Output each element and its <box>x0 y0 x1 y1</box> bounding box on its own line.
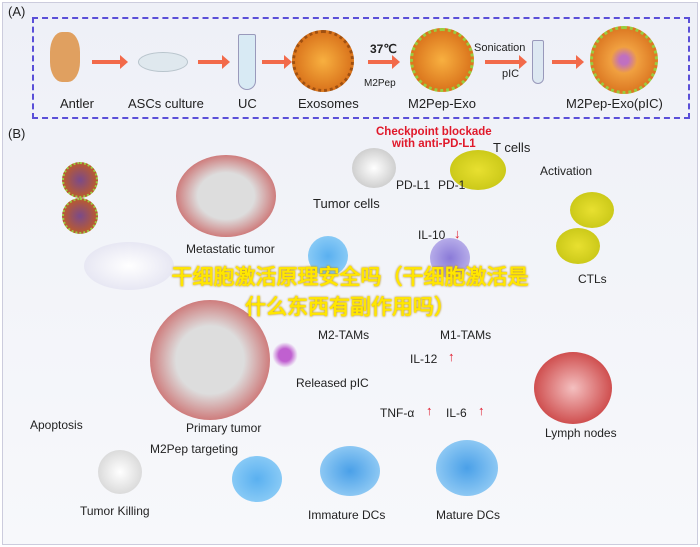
metastatic-tumor-icon <box>176 155 276 237</box>
anti-pdl1-label: with anti-PD-L1 <box>392 138 476 150</box>
ctl-icon <box>556 228 600 264</box>
sonication-label: Sonication <box>474 42 526 54</box>
tumor-cells-label: Tumor cells <box>313 196 380 211</box>
arrow-icon <box>368 55 400 69</box>
mature-dc-icon <box>436 440 498 496</box>
mouse-icon <box>84 242 174 290</box>
up-arrow-icon: ↑ <box>478 403 485 418</box>
arrow-icon <box>262 55 292 69</box>
il10-label: IL-10 <box>418 228 446 242</box>
pd-l1-label: PD-L1 <box>396 178 431 192</box>
targeted-tam-icon <box>232 456 282 502</box>
m2pep-exo-pic-icon <box>590 26 658 94</box>
t-cells-label: T cells <box>493 140 531 155</box>
deer-icon <box>50 32 80 82</box>
ctl-icon <box>570 192 614 228</box>
immature-dcs-label: Immature DCs <box>308 508 386 522</box>
arrow-icon <box>552 55 584 69</box>
m2pep-exo-icon <box>410 28 474 92</box>
m1-tams-label: M1-TAMs <box>440 328 492 342</box>
t-cell-icon <box>450 150 506 190</box>
step-exosomes: Exosomes <box>298 96 359 111</box>
petri-dish-icon <box>138 52 188 72</box>
up-arrow-icon: ↑ <box>426 403 433 418</box>
dead-tumor-cell-icon <box>98 450 142 494</box>
il12-label: IL-12 <box>410 352 438 366</box>
arrow-icon <box>485 55 527 69</box>
step-ascs-culture: ASCs culture <box>128 96 204 111</box>
panel-a-box <box>32 17 690 119</box>
panel-a-label: (A) <box>8 4 26 19</box>
il6-label: IL-6 <box>446 406 467 420</box>
down-arrow-icon: ↓ <box>454 226 461 241</box>
pd-1-label: PD-1 <box>438 178 466 192</box>
step-uc: UC <box>238 96 257 111</box>
checkpoint-label: Checkpoint blockade <box>376 126 492 138</box>
step-antler: Antler <box>60 96 94 111</box>
apoptosis-label: Apoptosis <box>30 418 83 432</box>
primary-tumor-label: Primary tumor <box>186 421 262 435</box>
mature-dcs-label: Mature DCs <box>436 508 501 522</box>
sonication-tube-icon <box>532 40 544 84</box>
m2pep-targeting-label: M2Pep targeting <box>150 442 239 456</box>
released-pic-label: Released pIC <box>296 376 369 390</box>
tube-icon <box>238 34 256 90</box>
m2-tams-label: M2-TAMs <box>318 328 370 342</box>
exosome-icon <box>292 30 354 92</box>
up-arrow-icon: ↑ <box>448 349 455 364</box>
arrow-icon <box>198 55 230 69</box>
ctls-label: CTLs <box>578 272 607 286</box>
arrow-icon <box>92 55 128 69</box>
step-m2pep-exo: M2Pep-Exo <box>408 96 476 111</box>
peptide-label: M2Pep <box>364 78 396 89</box>
temperature: 37℃ <box>370 42 397 56</box>
pic-label: pIC <box>502 68 520 80</box>
lymph-nodes-label: Lymph nodes <box>545 426 617 440</box>
nanoparticle-icon <box>62 198 98 234</box>
pic-particles-icon <box>270 340 300 370</box>
lymph-node-icon <box>534 352 612 424</box>
immature-dc-icon <box>320 446 380 496</box>
tnfa-label: TNF-α <box>380 406 415 420</box>
nanoparticle-icon <box>62 162 98 198</box>
overlay-title: 干细胞激活原理安全吗（干细胞激活是什么东西有副作用吗） <box>171 265 529 319</box>
m2-tam-icon <box>308 236 348 276</box>
tumor-killing-label: Tumor Killing <box>80 504 150 518</box>
metastatic-tumor-label: Metastatic tumor <box>186 242 275 256</box>
m1-tam-icon <box>430 238 470 278</box>
tumor-cell-icon <box>352 148 396 188</box>
panel-b-label: (B) <box>8 126 26 141</box>
primary-tumor-icon <box>150 300 270 420</box>
step-m2pep-exo-pic: M2Pep-Exo(pIC) <box>566 96 663 111</box>
activation-label: Activation <box>540 164 593 178</box>
